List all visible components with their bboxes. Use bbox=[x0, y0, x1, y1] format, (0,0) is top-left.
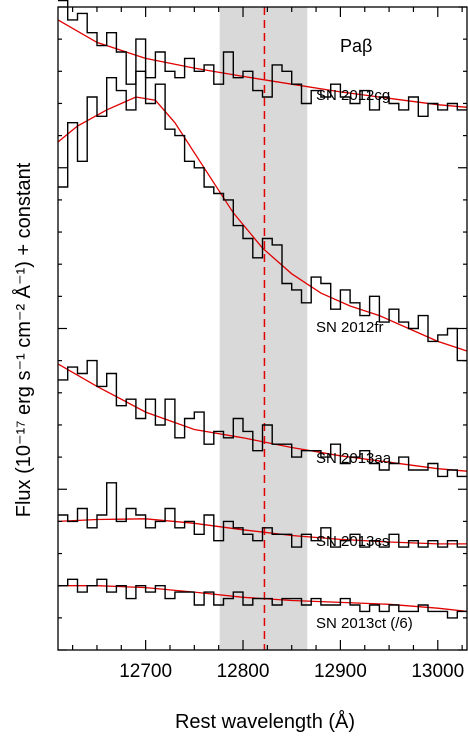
series-label-5: SN 2013ct (/6) bbox=[316, 615, 413, 632]
observed-spectra-layer bbox=[58, 0, 467, 619]
observed-spectrum-2 bbox=[58, 70, 467, 362]
observed-spectrum-5 bbox=[58, 578, 467, 619]
model-lines-layer bbox=[57, 19, 468, 613]
series-label-3: SN 2013aa bbox=[316, 450, 392, 467]
shaded-band-layer bbox=[219, 7, 308, 650]
shaded-wavelength-band bbox=[219, 7, 308, 650]
x-tick-label: 12900 bbox=[314, 661, 367, 682]
axes-frame-layer bbox=[57, 6, 468, 651]
x-tick-label: 12700 bbox=[119, 661, 172, 682]
model-fit-4 bbox=[57, 518, 467, 545]
model-fit-3 bbox=[57, 363, 468, 472]
observed-spectrum-3 bbox=[58, 359, 467, 478]
y-axis-title: Flux (10⁻¹⁷ erg s⁻¹ cm⁻² Å⁻¹) + constant bbox=[12, 162, 35, 517]
series-label-2: SN 2012fr bbox=[316, 319, 384, 336]
observed-spectrum-1 bbox=[58, 0, 467, 117]
x-axis-title: Rest wavelength (Å) bbox=[175, 710, 355, 733]
model-fit-2 bbox=[57, 96, 468, 352]
series-label-4: SN 2013cs bbox=[316, 533, 389, 550]
x-tick-label: 12800 bbox=[217, 661, 270, 682]
x-tick-label: 13000 bbox=[411, 661, 464, 682]
observed-spectrum-4 bbox=[58, 482, 467, 548]
series-label-1: SN 2012cg bbox=[316, 87, 390, 104]
line-label: Paβ bbox=[340, 36, 372, 56]
model-fit-1 bbox=[57, 19, 468, 108]
labels-layer: Paβ Rest wavelength (Å) Flux (10⁻¹⁷ erg … bbox=[12, 36, 464, 733]
